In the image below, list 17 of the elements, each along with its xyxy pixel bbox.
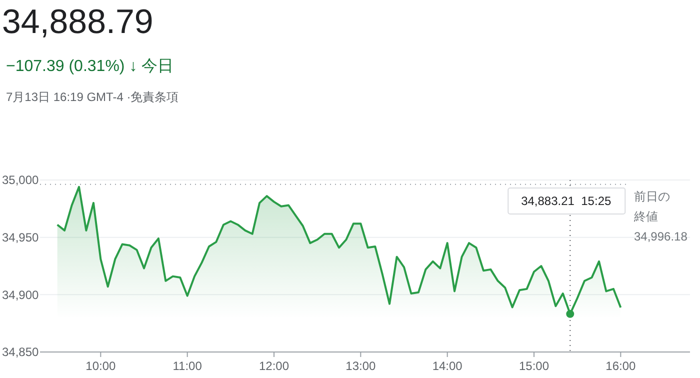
text: 7月13日 16:19 GMT-4 ·免責条項: [6, 90, 179, 104]
x-tick-label: 13:00: [346, 359, 376, 373]
chart-subtitle: −107.39 (0.31%) ↓ 今日: [6, 58, 174, 75]
annotation: 34,883.21 15:25: [521, 194, 612, 208]
x-tick-label: 14:00: [432, 359, 463, 373]
y-tick-label: 34,850: [2, 345, 40, 360]
x-tick-label: 15:00: [518, 359, 550, 373]
annotation: 34,996.18: [634, 229, 688, 244]
chart-title: 34,888.79: [2, 3, 154, 41]
x-tick-label: 11:00: [172, 359, 202, 373]
ref-line-label: 前日の終値: [633, 189, 670, 224]
x-tick-label: 12:00: [258, 359, 290, 373]
y-tick-label: 34,900: [2, 288, 40, 302]
y-tick-label: 34,950: [2, 230, 40, 245]
x-tick-label: 16:00: [606, 359, 636, 373]
x-tick-label: 10:00: [86, 359, 116, 373]
y-tick-label: 35,000: [2, 173, 40, 188]
